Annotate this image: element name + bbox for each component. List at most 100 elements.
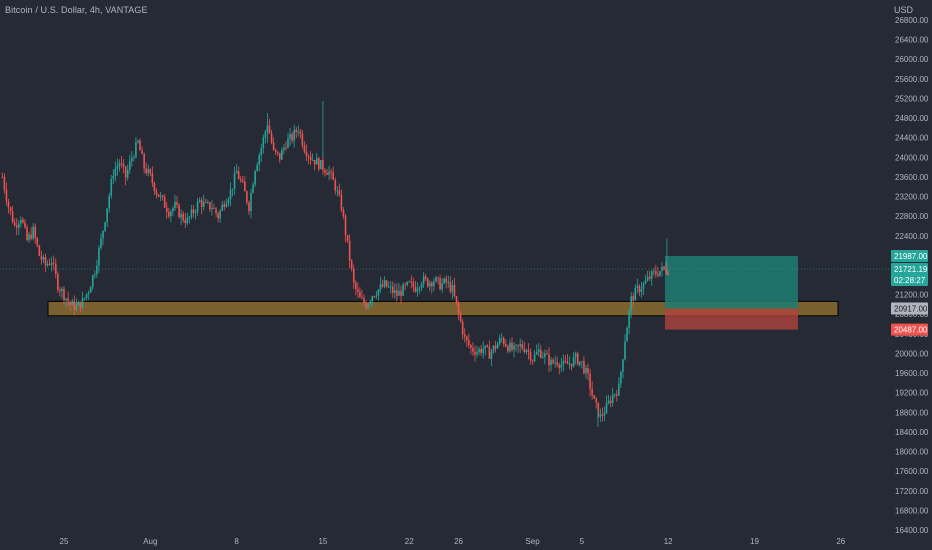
candle-body [182,213,184,221]
candle-body [272,142,275,150]
candle-body [165,207,168,213]
candle-body [40,255,43,260]
currency-label: USD [894,5,914,15]
support-zone[interactable] [47,300,839,317]
candle-body [459,313,462,322]
candle-body [297,131,300,133]
candle-body [38,245,41,256]
candle-body [410,281,413,283]
candle-body [383,280,386,287]
candle-body [268,125,271,134]
candle-body [17,223,20,228]
candle-body [79,301,82,309]
candle-body [94,274,96,276]
take-profit-zone[interactable] [665,256,798,309]
candle-body [20,219,22,224]
candle-body [264,131,267,138]
candle-body [305,151,308,157]
candle-body [57,273,59,290]
candle-body [365,303,367,309]
candle-body [424,276,427,279]
candle-body [219,210,221,219]
candle-body [611,394,614,404]
candle-body [572,357,575,367]
candle-body [73,300,76,310]
candle-body [433,281,435,287]
candle-body [30,234,32,239]
candle-body [48,264,51,265]
candle-body [221,204,224,211]
candle-body [461,321,464,335]
candle-body [59,289,61,292]
candle-body [402,284,404,296]
candle-body [75,305,78,310]
candle-body [626,327,628,342]
candle-body [252,184,254,193]
price-tick-label: 26400.00 [895,36,929,45]
candle-body [133,157,135,159]
candle-body [110,179,113,196]
entry-price-label-bg [891,302,928,315]
candle-body [338,190,341,195]
candle-body [104,222,106,231]
candle-body [375,295,378,297]
candle-body [192,209,195,214]
candle-body [116,165,119,169]
candle-body [254,170,256,185]
candle-body [655,271,657,274]
candle-body [585,367,587,374]
candle-body [61,288,63,292]
candle-body [200,200,203,207]
candle-body [445,278,448,283]
candle-body [126,169,129,178]
candle-body [46,264,49,266]
candle-body [77,301,80,306]
candle-body [141,150,143,154]
candle-body [112,176,115,180]
candle-body [91,275,94,288]
price-tick-label: 24000.00 [895,153,929,162]
candle-body [496,343,499,349]
candle-body [54,263,57,274]
candle-body [624,341,626,360]
candle-body [209,202,211,210]
candle-body [11,211,14,223]
candle-body [377,289,380,296]
candle-body [336,190,339,192]
candle-body [44,257,47,266]
candle-body [65,298,67,300]
candle-body [539,349,542,358]
candle-body [174,202,176,209]
candle-body [652,271,655,273]
candle-body [490,351,493,359]
candle-body [609,400,612,404]
price-tick-label: 24400.00 [895,134,929,143]
candle-body [546,353,548,355]
candle-body [334,180,337,191]
candle-body [404,284,406,286]
candle-body [663,266,665,269]
candle-body [180,213,182,218]
candle-body [597,402,600,417]
candle-body [554,362,556,364]
candle-body [581,361,583,362]
candle-body [13,222,16,226]
candle-body [558,364,561,368]
candle-body [385,280,388,287]
price-tick-label: 16800.00 [895,506,929,515]
candle-body [484,345,487,349]
candle-body [262,137,265,148]
candle-body [500,338,503,340]
stop-loss-zone[interactable] [665,308,798,330]
stop-loss-price-label: 20487.00 [894,326,928,335]
candle-body [143,153,145,169]
candle-body [476,352,478,355]
candle-body [511,342,513,350]
candle-body [371,296,374,302]
price-tick-label: 19600.00 [895,369,929,378]
candle-body [293,130,295,141]
candle-body [108,195,111,209]
candle-body [474,351,476,355]
time-axis[interactable]: 25 Aug 8 15 22 26 Sep 5 12 19 26 [60,537,846,546]
